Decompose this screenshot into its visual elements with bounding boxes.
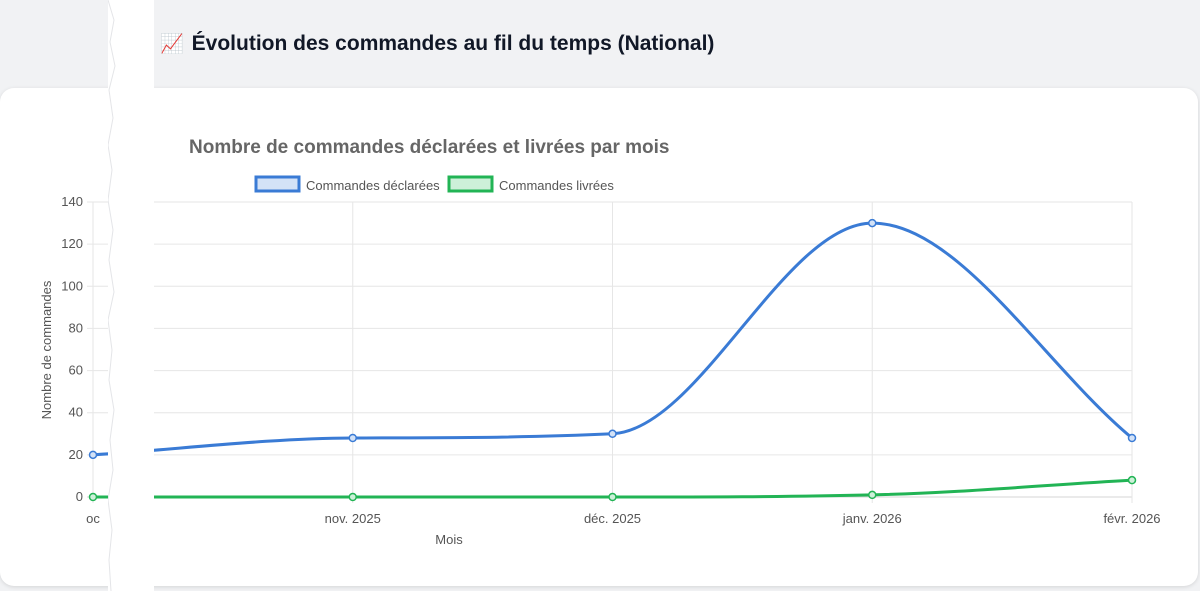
data-point[interactable]: [348, 492, 357, 502]
y-axis-ticks: 0 20 40 60 80 100 120 140: [61, 194, 83, 504]
x-axis-ticks: oc nov. 2025 déc. 2025 janv. 2026 févr. 2026: [86, 511, 1160, 526]
data-point[interactable]: [88, 450, 98, 460]
chart-card: Nombre de commandes déclarées et livrées…: [0, 88, 1198, 586]
legend-label-declared: Commandes déclarées: [306, 178, 440, 193]
legend-swatch-delivered: [447, 175, 494, 193]
y-tick-label: 140: [61, 194, 83, 209]
data-point[interactable]: [348, 433, 357, 443]
legend-swatch-declared: [254, 175, 301, 193]
data-point[interactable]: [868, 490, 877, 500]
x-tick-label: déc. 2025: [584, 511, 641, 526]
x-tick-label: oc: [86, 511, 100, 526]
y-tick-label: 100: [61, 278, 83, 293]
legend-item-declared[interactable]: Commandes déclarées: [254, 175, 440, 193]
legend-label-delivered: Commandes livrées: [499, 178, 614, 193]
section-title-text: Évolution des commandes au fil du temps …: [191, 32, 715, 55]
data-point[interactable]: [868, 218, 877, 228]
y-axis-label: Nombre de commandes: [39, 280, 54, 419]
y-tick-label: 60: [69, 363, 83, 378]
chart-title: Nombre de commandes déclarées et livrées…: [189, 137, 670, 158]
y-tick-label: 120: [61, 236, 83, 251]
series-points: [88, 218, 1137, 502]
data-point[interactable]: [1127, 475, 1137, 485]
data-point[interactable]: [608, 429, 617, 439]
x-axis-label: Mois: [435, 532, 463, 547]
y-tick-label: 20: [69, 447, 83, 462]
data-point[interactable]: [608, 492, 617, 502]
section-title: 📈 Évolution des commandes au fil du temp…: [160, 32, 714, 56]
data-point[interactable]: [88, 492, 98, 502]
torn-edge-strip: [108, 0, 154, 591]
y-tick-label: 0: [76, 489, 83, 504]
series-line-0: [91, 221, 1134, 457]
y-tick-label: 40: [69, 405, 83, 420]
chart-increasing-icon: 📈: [160, 34, 184, 55]
torn-edge-shape: [108, 0, 154, 591]
chart-legend: Commandes déclarées Commandes livrées: [254, 175, 614, 193]
line-chart: Nombre de commandes déclarées et livrées…: [39, 137, 1161, 547]
y-tick-label: 80: [69, 320, 83, 335]
data-point[interactable]: [1127, 433, 1137, 443]
legend-item-delivered[interactable]: Commandes livrées: [447, 175, 614, 193]
x-tick-label: janv. 2026: [842, 511, 902, 526]
x-tick-label: nov. 2025: [325, 511, 381, 526]
chart-grid: [87, 201, 1133, 503]
x-tick-label: févr. 2026: [1103, 511, 1160, 526]
